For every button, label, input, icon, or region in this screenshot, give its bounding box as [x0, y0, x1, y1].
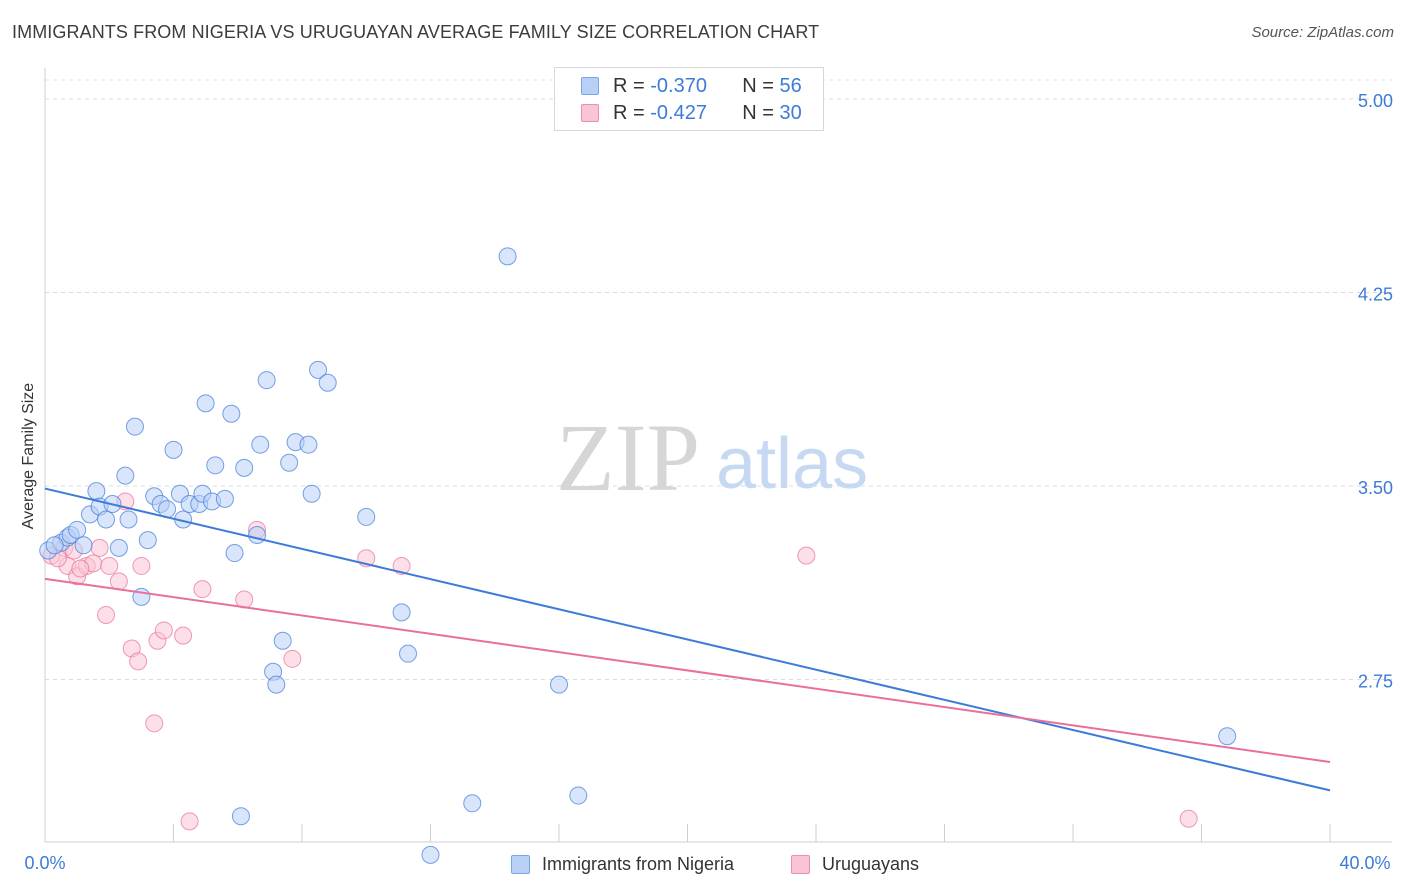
uruguay-point [1179, 809, 1198, 828]
uruguay-point [129, 652, 148, 671]
legend-n-label: N = [742, 74, 774, 97]
axes [44, 68, 1392, 843]
uruguay-point [283, 649, 302, 668]
nigeria-point [569, 786, 588, 805]
nigeria-point [273, 631, 292, 650]
nigeria-point [463, 794, 482, 813]
nigeria-point [206, 456, 225, 475]
nigeria-point [399, 644, 418, 663]
uruguay-point [97, 605, 116, 624]
uruguay-point [180, 812, 199, 831]
legend-row-nigeria: R = -0.370 N = 56 [581, 74, 802, 98]
nigeria-point [222, 404, 241, 423]
nigeria-point [357, 507, 376, 526]
uruguay-point [71, 559, 90, 578]
legend-r-value-uruguay: -0.427 [650, 101, 707, 124]
nigeria-point [299, 435, 318, 454]
nigeria-point [267, 675, 286, 694]
y-tick-label: 4.25 [1358, 284, 1393, 304]
watermark-atlas: atlas [716, 424, 868, 504]
x-tick-label: 40.0% [1339, 853, 1390, 873]
trendline-nigeria [44, 487, 1331, 792]
correlation-legend: R = -0.370 N = 56 R = -0.427 N = 30 [554, 67, 824, 131]
legend-swatch-nigeria [581, 77, 599, 95]
bottom-legend-uruguay: Uruguayans [791, 852, 919, 876]
nigeria-point [119, 510, 138, 529]
nigeria-point [309, 360, 328, 379]
y-tick-label: 3.50 [1358, 478, 1393, 498]
uruguay-point [174, 626, 193, 645]
uruguay-point [392, 556, 411, 575]
uruguay-point [797, 546, 816, 565]
legend-n-value-nigeria: 56 [779, 74, 802, 97]
nigeria-point [196, 394, 215, 413]
series-immigrants-from-nigeria [39, 247, 1237, 864]
nigeria-point [280, 453, 299, 472]
nigeria-point [302, 484, 321, 503]
nigeria-point [87, 482, 106, 501]
gridlines [45, 79, 1392, 680]
chart-title: IMMIGRANTS FROM NIGERIA VS URUGUAYAN AVE… [12, 22, 820, 42]
nigeria-point [45, 536, 64, 555]
uruguay-point [109, 572, 128, 591]
watermark-zip: ZIP [556, 404, 700, 511]
y-tick-label: 2.75 [1358, 671, 1393, 691]
legend-row-uruguay: R = -0.427 N = 30 [581, 101, 802, 125]
bottom-legend-label-uruguay: Uruguayans [822, 853, 920, 874]
nigeria-point [1218, 727, 1237, 746]
y-axis-label: Average Family Size [20, 383, 37, 530]
bottom-legend-swatch-uruguay [791, 854, 810, 874]
uruguay-point [100, 556, 119, 575]
nigeria-point [421, 845, 440, 864]
nigeria-point [225, 544, 244, 563]
nigeria-point [550, 675, 568, 694]
bottom-legend-label-nigeria: Immigrants from Nigeria [542, 853, 735, 874]
legend-r-value-nigeria: -0.370 [650, 74, 707, 97]
bottom-legend-swatch-nigeria [511, 854, 530, 874]
nigeria-point [248, 525, 267, 544]
uruguay-point [145, 714, 164, 733]
legend-n-label: N = [742, 101, 774, 124]
nigeria-point [498, 247, 517, 266]
trendline-uruguay [44, 577, 1331, 764]
uruguay-point [132, 556, 151, 575]
nigeria-point [109, 538, 128, 557]
chart-source: Source: ZipAtlas.com [1251, 24, 1394, 41]
nigeria-point [318, 373, 337, 392]
legend-swatch-uruguay [581, 104, 599, 122]
y-tick-label: 5.00 [1358, 91, 1393, 111]
uruguay-point [90, 538, 109, 557]
uruguay-point [154, 621, 173, 640]
tick-labels: 2.75 3.50 4.25 5.00 0.0% 40.0% [24, 91, 1393, 873]
nigeria-point [251, 435, 270, 454]
legend-n-value-uruguay: 30 [779, 101, 802, 124]
uruguay-point [193, 580, 212, 599]
nigeria-point [138, 531, 157, 550]
legend-r-label: R = [613, 74, 645, 97]
nigeria-point [257, 371, 276, 390]
trendlines [44, 487, 1331, 792]
bottom-legend-nigeria: Immigrants from Nigeria [511, 852, 734, 876]
nigeria-point [215, 489, 234, 508]
nigeria-point [116, 466, 135, 485]
nigeria-point [235, 458, 254, 477]
nigeria-point [97, 510, 116, 529]
nigeria-point [74, 536, 93, 555]
nigeria-point [164, 440, 183, 459]
nigeria-point [68, 520, 87, 539]
nigeria-point [231, 807, 250, 826]
legend-r-label: R = [613, 101, 645, 124]
nigeria-point [392, 603, 411, 622]
x-tick-label: 0.0% [24, 853, 65, 873]
nigeria-point [125, 417, 144, 436]
